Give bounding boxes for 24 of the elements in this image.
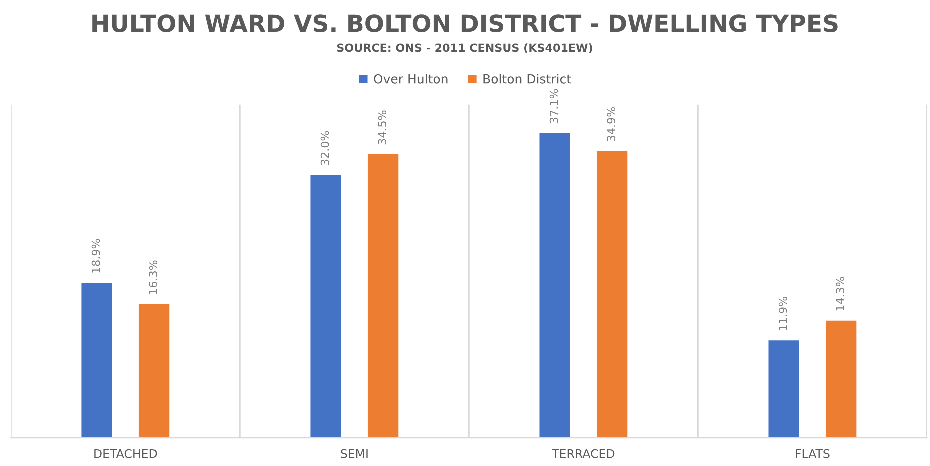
x-tick-label: FLATS bbox=[796, 449, 830, 458]
legend-label: Over Hulton bbox=[374, 74, 448, 84]
data-label: 16.3% bbox=[149, 260, 158, 294]
bar bbox=[767, 339, 801, 438]
bar bbox=[824, 320, 858, 438]
data-label: 18.9% bbox=[92, 239, 100, 273]
data-label: 34.9% bbox=[607, 107, 616, 142]
chart-title: HULTON WARD VS. BOLTON DISTRICT - DWELLING TYPES bbox=[92, 14, 838, 32]
legend-label: Bolton District bbox=[484, 74, 572, 84]
bar bbox=[596, 150, 630, 438]
x-tick-label: TERRACED bbox=[552, 449, 615, 458]
data-label: 34.5% bbox=[378, 110, 387, 145]
bar bbox=[138, 303, 172, 438]
data-label: 37.1% bbox=[550, 89, 558, 124]
bar bbox=[309, 174, 343, 438]
bar bbox=[366, 153, 400, 438]
data-label: 11.9% bbox=[778, 296, 788, 330]
bar bbox=[538, 132, 572, 438]
x-tick-label: SEMI bbox=[341, 449, 368, 458]
data-label: 32.0% bbox=[320, 131, 330, 166]
data-label: 14.3% bbox=[836, 277, 845, 311]
chart-subtitle: SOURCE: ONS - 2011 CENSUS (KS401EW) bbox=[337, 44, 592, 54]
bar bbox=[80, 282, 114, 438]
x-tick-label: DETACHED bbox=[94, 449, 158, 458]
